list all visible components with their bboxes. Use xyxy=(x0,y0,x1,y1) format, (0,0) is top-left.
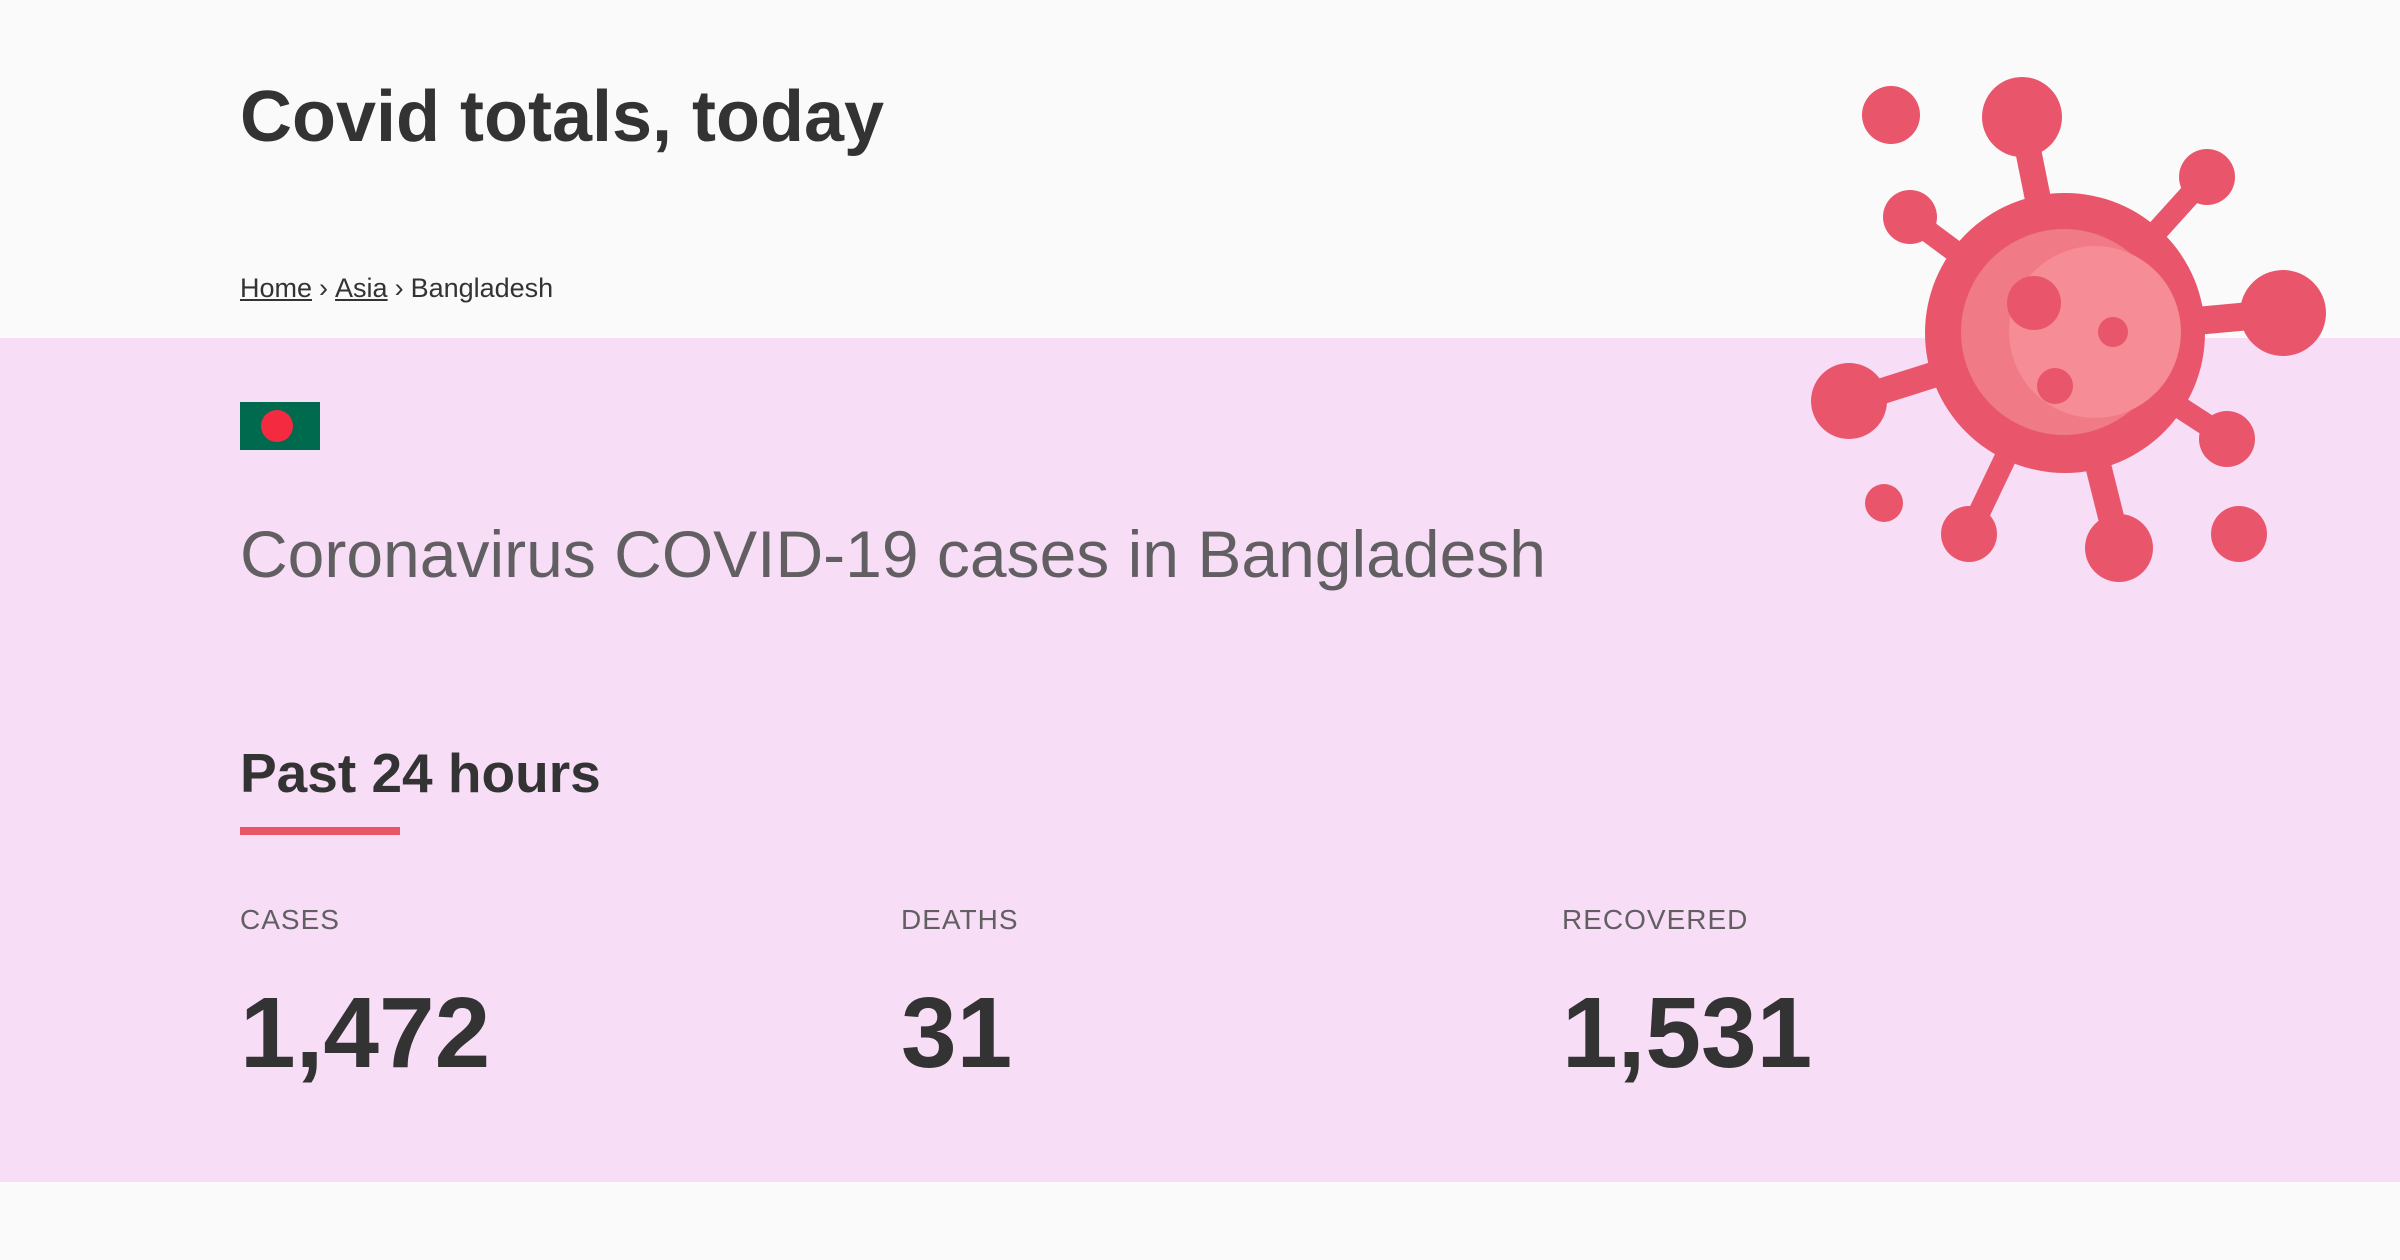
breadcrumb-separator: › xyxy=(319,273,329,303)
deaths-label: DEATHS xyxy=(901,904,1019,935)
breadcrumb: Home › Asia › Bangladesh xyxy=(240,268,553,308)
site-title: Covid totals, today xyxy=(240,77,885,157)
heading-accent-rule xyxy=(240,827,400,835)
breadcrumb-current: Bangladesh xyxy=(410,273,554,303)
coronavirus-icon xyxy=(1811,77,2326,582)
country-heading: Coronavirus COVID-19 cases in Bangladesh xyxy=(240,517,1546,591)
deaths-stat: DEATHS 31 xyxy=(901,902,1501,1088)
recovered-label: RECOVERED xyxy=(1562,904,1749,935)
cases-label: CASES xyxy=(240,904,340,935)
breadcrumb-asia-link[interactable]: Asia xyxy=(335,273,388,303)
cases-value: 1,472 xyxy=(240,977,491,1089)
period-heading: Past 24 hours xyxy=(240,742,601,804)
breadcrumb-home-link[interactable]: Home xyxy=(240,273,313,303)
bangladesh-flag-icon xyxy=(240,402,320,450)
flag-red-disc xyxy=(261,410,293,442)
breadcrumb-separator: › xyxy=(394,273,404,303)
cases-stat: CASES 1,472 xyxy=(240,902,840,1088)
recovered-value: 1,531 xyxy=(1562,977,1813,1089)
recovered-stat: RECOVERED 1,531 xyxy=(1562,902,2162,1088)
site-header: Covid totals, today Home › Asia › Bangladesh xyxy=(0,0,2400,338)
deaths-value: 31 xyxy=(901,977,1013,1089)
